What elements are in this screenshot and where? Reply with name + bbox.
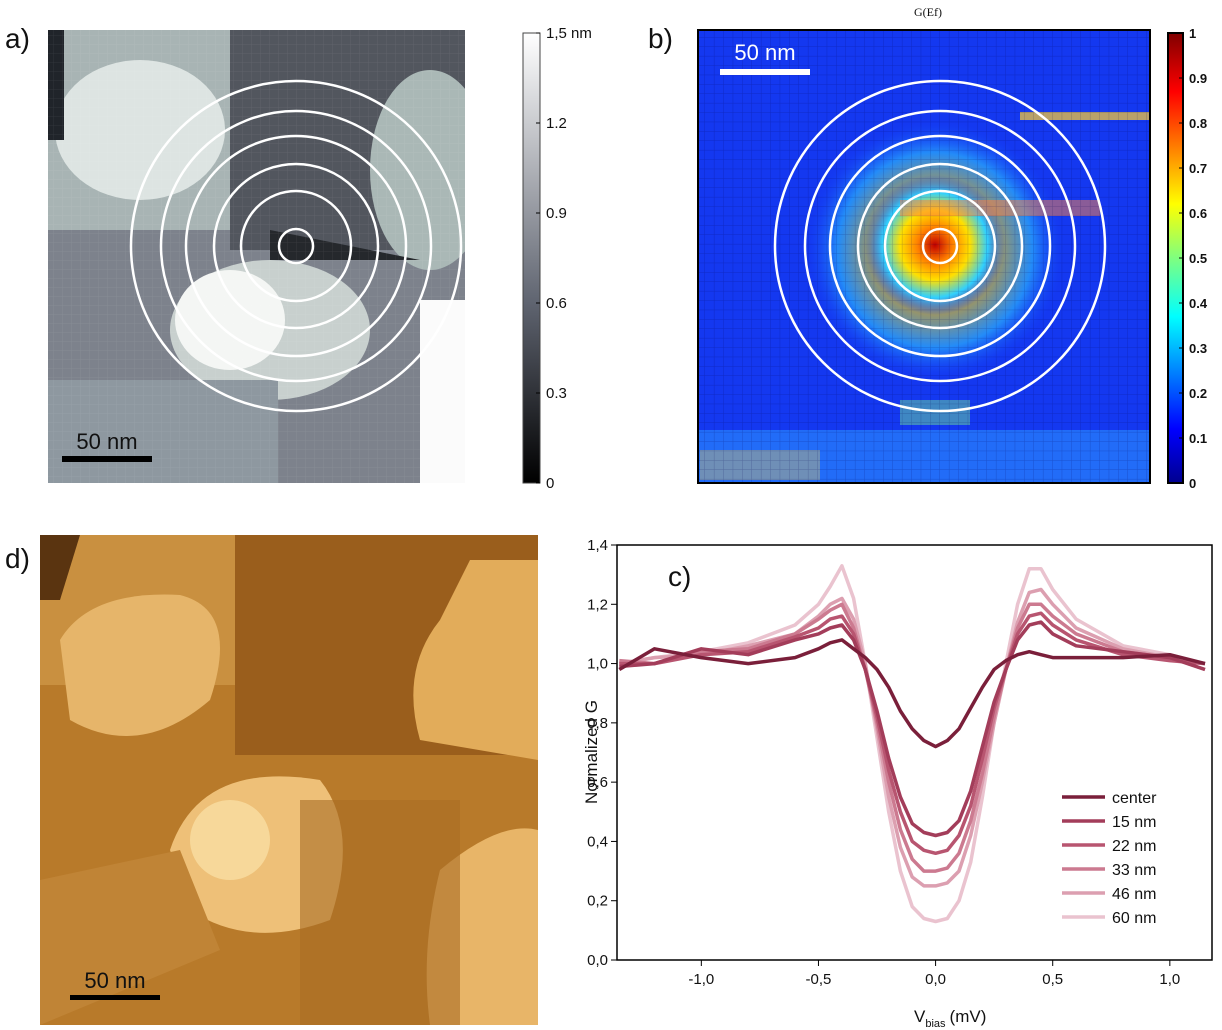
colorbar-tick-label: 0 <box>1189 476 1196 491</box>
y-tick-label: 0,8 <box>587 715 608 732</box>
colorbar-tick-label: 0.6 <box>1189 206 1207 221</box>
x-tick-label: 1,0 <box>1159 971 1180 988</box>
scale-bar-label: 50 nm <box>76 429 137 454</box>
legend-label: 33 nm <box>1112 862 1156 879</box>
legend-label: 46 nm <box>1112 886 1156 903</box>
panel-label: b) <box>648 23 673 54</box>
stm-image <box>40 535 538 1025</box>
legend-label: 15 nm <box>1112 814 1156 831</box>
colorbar-tick-label: 0.9 <box>1189 71 1207 86</box>
x-axis-subscript: bias <box>925 1018 946 1030</box>
legend-label: 22 nm <box>1112 838 1156 855</box>
series-line <box>619 587 1206 888</box>
scale-bar <box>62 456 152 462</box>
y-axis-label: Normalized G <box>582 700 601 804</box>
series-line <box>618 638 1206 749</box>
legend-label: center <box>1112 790 1157 807</box>
colorbar-tick-label: 0.4 <box>1189 296 1208 311</box>
colorbar-tick-label: 0.9 <box>546 205 567 222</box>
colorbar-tick-label: 1 <box>1189 26 1196 41</box>
x-axis-label: Vbias (mV) <box>914 1007 986 1030</box>
colorbar-tick-label: 0 <box>546 475 554 492</box>
scale-bar <box>720 69 810 75</box>
conductance-map <box>698 30 1150 483</box>
colorbar-tick-label: 1,5 nm <box>546 25 592 42</box>
y-tick-label: 1,4 <box>587 537 608 554</box>
scale-bar-label: 50 nm <box>84 968 145 993</box>
colorbar-tick-label: 0.3 <box>1189 341 1207 356</box>
colorbar-tick-label: 0.8 <box>1189 116 1207 131</box>
x-tick-label: 0,5 <box>1042 971 1063 988</box>
topography-map <box>48 30 465 483</box>
panel-label: d) <box>5 543 30 574</box>
colorbar-tick-label: 0.1 <box>1189 431 1207 446</box>
y-tick-label: 1,2 <box>587 596 608 613</box>
x-tick-label: -0,5 <box>806 971 832 988</box>
series-line <box>619 564 1206 924</box>
plot-frame <box>616 544 1213 961</box>
x-tick-label: 0,0 <box>925 971 946 988</box>
x-axis-unit: (mV) <box>950 1007 987 1026</box>
y-tick-label: 0,6 <box>587 774 608 791</box>
series-line <box>619 602 1206 873</box>
panel-label: c) <box>668 561 691 592</box>
colorbar-tick-label: 1.2 <box>546 115 567 132</box>
y-tick-label: 0,0 <box>587 952 608 969</box>
x-tick-label: -1,0 <box>688 971 714 988</box>
colorbar-tick-label: 0.7 <box>1189 161 1207 176</box>
plot-area: 0,0 0,2 0,4 0,6 0,8 1,0 1,2 1,4 -1,0 -0,5 0,0 0,5 1,… <box>587 537 1206 988</box>
y-tick-label: 1,0 <box>587 656 608 673</box>
panel-label: a) <box>5 23 30 54</box>
colorbar <box>522 32 541 484</box>
legend-label: 60 nm <box>1112 910 1156 927</box>
colorbar-tick-label: 0.2 <box>1189 386 1207 401</box>
map-title: G(Ef) <box>914 5 942 19</box>
y-tick-label: 0,4 <box>587 833 608 850</box>
series-line <box>619 620 1206 838</box>
x-axis-symbol: V <box>914 1007 926 1026</box>
series-line <box>619 611 1206 856</box>
y-tick-label: 0,2 <box>587 893 608 910</box>
colorbar-tick-label: 0.5 <box>1189 251 1207 266</box>
scale-bar-label: 50 nm <box>734 40 795 65</box>
scale-bar <box>70 995 160 1000</box>
colorbar-tick-label: 0.3 <box>546 385 567 402</box>
colorbar-tick-label: 0.6 <box>546 295 567 312</box>
